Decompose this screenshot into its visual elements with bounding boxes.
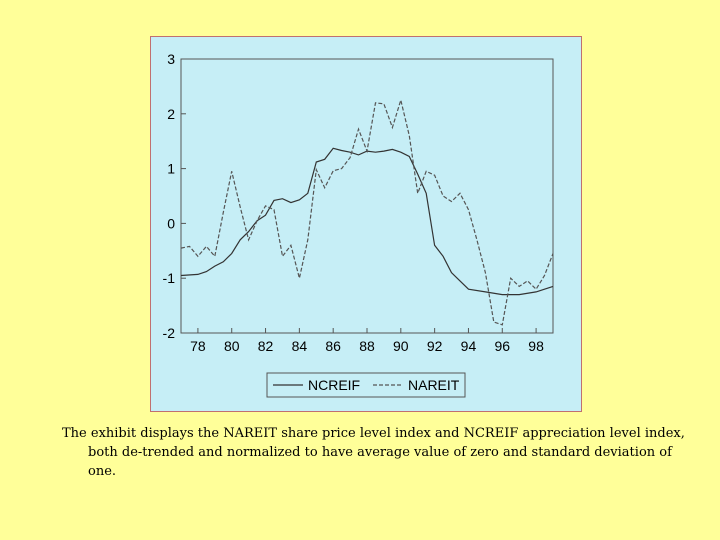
- x-tick-label: 96: [494, 338, 510, 354]
- y-tick-label: 1: [167, 161, 175, 177]
- x-tick-label: 86: [325, 338, 341, 354]
- y-tick-label: 2: [167, 106, 175, 122]
- figure-caption: The exhibit displays the NAREIT share pr…: [62, 426, 685, 479]
- y-tick-label: -1: [163, 270, 176, 286]
- legend-label-ncreif: NCREIF: [308, 377, 360, 393]
- x-tick-label: 90: [393, 338, 409, 354]
- chart-frame: -2 -1 0 1 2 3 78 80 82 84 86 88 90 92 94 96 98 NCREIF NAR…: [150, 36, 582, 412]
- x-tick-label: 88: [359, 338, 375, 354]
- y-tick-label: -2: [163, 325, 176, 341]
- y-tick-label: 0: [167, 215, 175, 231]
- x-tick-label: 94: [461, 338, 477, 354]
- y-tick-label: 3: [167, 51, 175, 67]
- plot-area-border: [180, 58, 554, 334]
- legend-label-nareit: NAREIT: [408, 377, 460, 393]
- x-tick-label: 98: [528, 338, 544, 354]
- series-line-nareit: [180, 97, 554, 326]
- x-tick-label: 80: [224, 338, 240, 354]
- series-line-ncreif: [180, 147, 554, 296]
- line-chart: -2 -1 0 1 2 3 78 80 82 84 86 88 90 92 94 96 98 NCREIF NAR…: [163, 51, 554, 398]
- x-tick-label: 92: [427, 338, 443, 354]
- x-tick-label: 82: [258, 338, 274, 354]
- x-tick-label: 84: [292, 338, 308, 354]
- x-tick-label: 78: [190, 338, 206, 354]
